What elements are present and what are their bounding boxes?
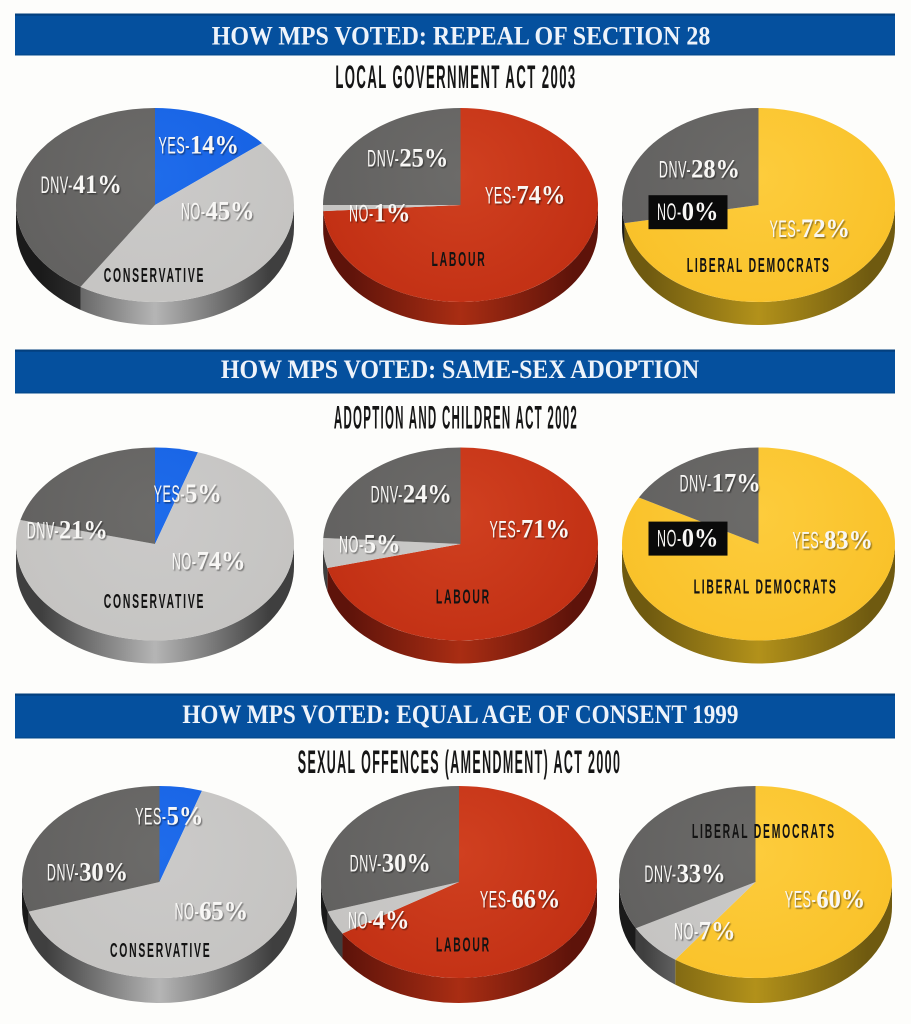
svg-text:25%: 25%: [399, 145, 448, 173]
svg-text:DNV-: DNV-: [367, 147, 399, 173]
svg-text:45%: 45%: [206, 198, 255, 226]
svg-text:DNV-: DNV-: [644, 862, 676, 888]
svg-text:YES-: YES-: [769, 217, 801, 243]
svg-text:YES-: YES-: [489, 517, 521, 543]
svg-text:41%: 41%: [73, 172, 122, 200]
svg-text:YES-: YES-: [480, 888, 512, 914]
svg-text:LABOUR: LABOUR: [431, 250, 486, 271]
svg-text:CONSERVATIVE: CONSERVATIVE: [104, 592, 205, 613]
svg-text:4%: 4%: [373, 907, 410, 935]
svg-text:DNV-: DNV-: [371, 482, 403, 508]
svg-text:NO-: NO-: [657, 200, 682, 226]
svg-text:DNV-: DNV-: [41, 173, 73, 199]
svg-text:24%: 24%: [403, 481, 452, 509]
svg-text:28%: 28%: [691, 156, 740, 184]
svg-text:YES-: YES-: [792, 529, 824, 555]
svg-text:65%: 65%: [199, 898, 248, 926]
svg-text:DNV-: DNV-: [659, 158, 691, 184]
svg-text:LIBERAL DEMOCRATS: LIBERAL DEMOCRATS: [687, 256, 831, 277]
svg-text:SEXUAL OFFENCES (AMENDMENT) AC: SEXUAL OFFENCES (AMENDMENT) ACT 2000: [298, 745, 621, 781]
svg-text:YES-: YES-: [485, 184, 517, 210]
svg-text:NO-: NO-: [349, 202, 374, 228]
svg-text:60%: 60%: [816, 886, 865, 914]
svg-text:HOW MPS VOTED: EQUAL AGE OF CO: HOW MPS VOTED: EQUAL AGE OF CONSENT 1999: [182, 701, 738, 730]
svg-text:LABOUR: LABOUR: [436, 935, 491, 956]
svg-text:83%: 83%: [824, 527, 873, 555]
svg-text:NO-: NO-: [181, 200, 206, 226]
svg-text:74%: 74%: [517, 182, 566, 210]
svg-text:71%: 71%: [521, 516, 570, 544]
svg-text:DNV-: DNV-: [350, 851, 382, 877]
svg-text:NO-: NO-: [339, 532, 364, 558]
svg-text:17%: 17%: [712, 470, 761, 498]
svg-text:30%: 30%: [79, 859, 128, 887]
svg-text:66%: 66%: [511, 886, 560, 914]
svg-text:HOW MPS VOTED: SAME-SEX ADOPTI: HOW MPS VOTED: SAME-SEX ADOPTION: [221, 356, 699, 384]
svg-text:LABOUR: LABOUR: [436, 587, 491, 608]
svg-text:0%: 0%: [682, 525, 719, 553]
svg-text:NO-: NO-: [172, 550, 197, 576]
svg-text:DNV-: DNV-: [47, 861, 79, 887]
svg-text:74%: 74%: [197, 548, 246, 576]
svg-text:LOCAL GOVERNMENT ACT 2003: LOCAL GOVERNMENT ACT 2003: [335, 61, 576, 96]
svg-text:HOW MPS VOTED: REPEAL OF SECTI: HOW MPS VOTED: REPEAL OF SECTION 28: [212, 23, 711, 51]
svg-text:LIBERAL DEMOCRATS: LIBERAL DEMOCRATS: [692, 822, 836, 843]
svg-text:0%: 0%: [682, 198, 719, 226]
svg-text:YES-: YES-: [158, 134, 190, 160]
svg-text:33%: 33%: [677, 860, 726, 888]
svg-text:72%: 72%: [801, 216, 850, 244]
svg-text:CONSERVATIVE: CONSERVATIVE: [110, 940, 211, 961]
svg-text:NO-: NO-: [348, 909, 373, 935]
svg-text:LIBERAL DEMOCRATS: LIBERAL DEMOCRATS: [694, 577, 838, 598]
svg-text:7%: 7%: [699, 918, 736, 946]
svg-text:5%: 5%: [167, 803, 204, 831]
svg-text:YES-: YES-: [135, 805, 167, 831]
svg-text:21%: 21%: [59, 517, 108, 545]
svg-text:DNV-: DNV-: [680, 472, 712, 498]
svg-text:5%: 5%: [185, 481, 222, 509]
svg-text:30%: 30%: [382, 850, 431, 878]
svg-text:1%: 1%: [374, 200, 411, 228]
svg-text:NO-: NO-: [657, 526, 682, 552]
svg-text:5%: 5%: [364, 531, 401, 559]
svg-text:CONSERVATIVE: CONSERVATIVE: [104, 266, 205, 287]
svg-text:14%: 14%: [190, 132, 239, 160]
svg-text:DNV-: DNV-: [27, 518, 59, 544]
svg-text:NO-: NO-: [674, 920, 699, 946]
svg-text:ADOPTION AND CHILDREN ACT 2002: ADOPTION AND CHILDREN ACT 2002: [334, 400, 578, 436]
svg-text:YES-: YES-: [785, 888, 817, 914]
svg-text:YES-: YES-: [154, 482, 186, 508]
svg-text:NO-: NO-: [174, 900, 199, 926]
